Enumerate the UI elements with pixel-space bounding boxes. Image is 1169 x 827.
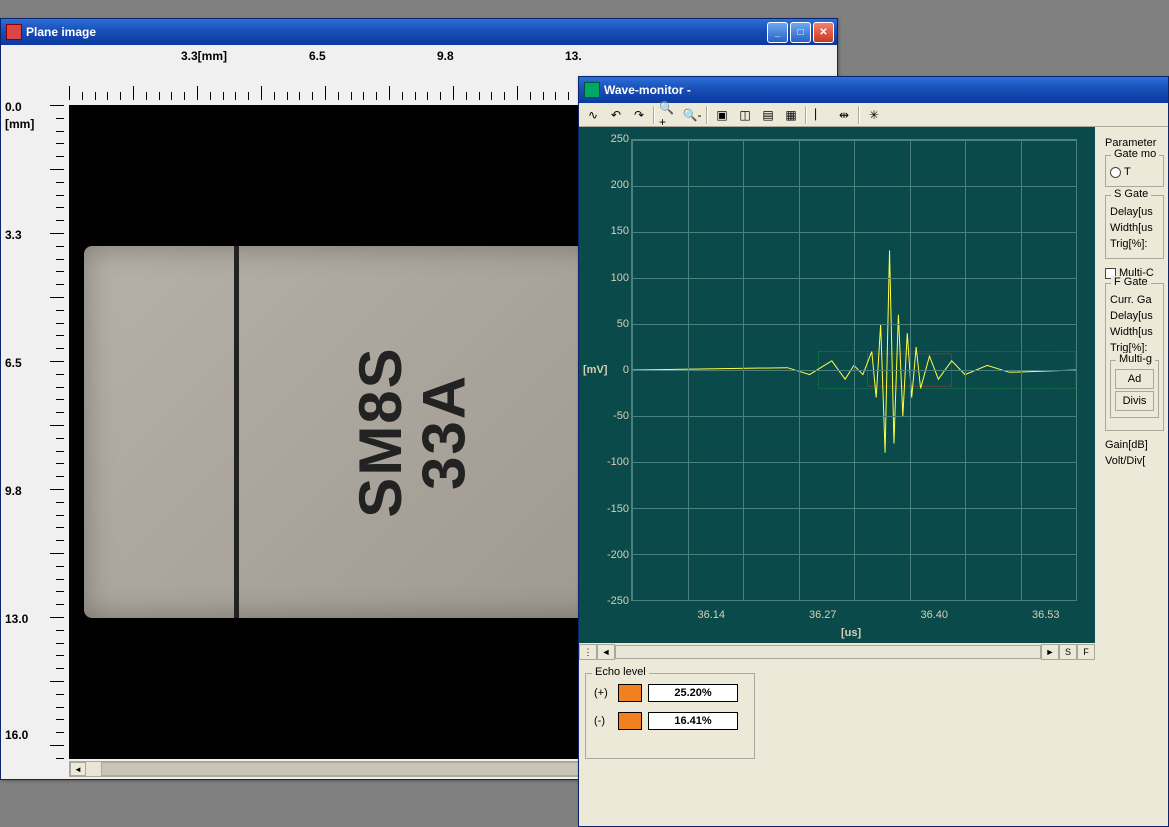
wave-titlebar[interactable]: Wave-monitor - <box>579 77 1168 103</box>
y-tick: -250 <box>589 595 629 607</box>
scroll-thumb[interactable] <box>101 762 611 776</box>
wave-plot-area: [mV] [us] 250200150100500-50-100-150-200… <box>579 127 1095 643</box>
wave-s-button[interactable]: S <box>1059 644 1077 660</box>
gain-label: Gain[dB] <box>1105 439 1164 451</box>
wave-scroll-menu-button[interactable]: ⋮ <box>579 644 597 660</box>
x-axis-unit: [us] <box>841 627 861 639</box>
y-tick: 150 <box>589 225 629 237</box>
wave-scroll-left-button[interactable]: ◄ <box>597 644 615 660</box>
wave-title: Wave-monitor - <box>604 83 1165 97</box>
y-tick: -50 <box>589 410 629 422</box>
f-gate-fieldset: F Gate Curr. Ga Delay[us Width[us Trig[%… <box>1105 283 1164 431</box>
y-tick-label: 9.8 <box>5 484 22 498</box>
gate-mode-fieldset: Gate mo T <box>1105 155 1164 187</box>
x-tick-label: 6.5 <box>309 49 326 63</box>
y-tick-label: 0.0 <box>5 100 22 114</box>
parameter-panel: Parameter Gate mo T S Gate Delay[us Widt… <box>1101 127 1168 826</box>
y-tick-label: 16.0 <box>5 728 28 742</box>
y-tick-label: 3.3 <box>5 228 22 242</box>
echo-swatch <box>618 712 642 730</box>
voltdiv-label: Volt/Div[ <box>1105 455 1164 467</box>
y-tick: 250 <box>589 133 629 145</box>
plane-titlebar[interactable]: Plane image _ □ ✕ <box>1 19 837 45</box>
x-tick: 36.14 <box>686 609 736 621</box>
wave-icon[interactable]: ∿ <box>582 105 604 125</box>
plane-title: Plane image <box>26 25 767 39</box>
multi-g-fieldset: Multi-g Ad Divis <box>1110 360 1159 418</box>
plane-app-icon <box>6 24 22 40</box>
echo-value: 25.20% <box>648 684 738 702</box>
divis-button[interactable]: Divis <box>1115 391 1154 411</box>
wave-h-scrollbar[interactable]: ⋮ ◄ ► S F <box>579 643 1095 661</box>
s-gate-fieldset: S Gate Delay[us Width[us Trig[%]: <box>1105 195 1164 259</box>
echo-symbol: (-) <box>594 715 612 727</box>
layout2-icon[interactable]: ◫ <box>734 105 756 125</box>
y-tick: 0 <box>589 364 629 376</box>
wave-content: ∿↶↷🔍+🔍-▣◫▤▦⎸⇹✳ [mV] [us] 250200150100500… <box>579 103 1168 826</box>
minimize-button[interactable]: _ <box>767 22 788 43</box>
y-tick: 100 <box>589 272 629 284</box>
close-button[interactable]: ✕ <box>813 22 834 43</box>
x-tick: 36.27 <box>798 609 848 621</box>
y-tick: 200 <box>589 179 629 191</box>
settings-icon[interactable]: ✳ <box>863 105 885 125</box>
layout3-icon[interactable]: ▤ <box>757 105 779 125</box>
wave-monitor-window: Wave-monitor - ∿↶↷🔍+🔍-▣◫▤▦⎸⇹✳ [mV] [us] … <box>578 76 1169 827</box>
ruler-vertical: 0.0[mm]3.36.59.813.016.0 <box>1 105 69 759</box>
x-tick-label: 3.3[mm] <box>181 49 227 63</box>
gate-mode-radio-t[interactable] <box>1110 167 1121 178</box>
layout4-icon[interactable]: ▦ <box>780 105 802 125</box>
echo-level-panel: Echo level (+) 25.20%(-) 16.41% <box>585 673 755 759</box>
x-tick: 36.40 <box>909 609 959 621</box>
cursor2-icon[interactable]: ⇹ <box>833 105 855 125</box>
wave-scroll-track[interactable] <box>615 645 1041 659</box>
echo-row: (-) 16.41% <box>594 712 746 730</box>
wave-scroll-right-button[interactable]: ► <box>1041 644 1059 660</box>
wave-app-icon <box>584 82 600 98</box>
x-tick: 36.53 <box>1021 609 1071 621</box>
echo-value: 16.41% <box>648 712 738 730</box>
echo-swatch <box>618 684 642 702</box>
component-marking-1: SM8S <box>346 346 415 517</box>
maximize-button[interactable]: □ <box>790 22 811 43</box>
y-tick: -200 <box>589 549 629 561</box>
zoom-in-icon[interactable]: 🔍+ <box>658 105 680 125</box>
component-marking-2: 33A <box>410 374 479 490</box>
x-tick-label: 13. <box>565 49 582 63</box>
y-tick: -100 <box>589 456 629 468</box>
y-tick-label: 6.5 <box>5 356 22 370</box>
add-button[interactable]: Ad <box>1115 369 1154 389</box>
echo-row: (+) 25.20% <box>594 684 746 702</box>
zoom-out-icon[interactable]: 🔍- <box>681 105 703 125</box>
wave-f-button[interactable]: F <box>1077 644 1095 660</box>
wave-plot[interactable] <box>631 139 1077 601</box>
echo-legend: Echo level <box>592 666 649 678</box>
x-tick-label: 9.8 <box>437 49 454 63</box>
y-tick: -150 <box>589 503 629 515</box>
y-tick: 50 <box>589 318 629 330</box>
wave-toolbar: ∿↶↷ 🔍+🔍- ▣◫▤▦ ⎸⇹ ✳ <box>579 103 1168 127</box>
echo-symbol: (+) <box>594 687 612 699</box>
y-tick-label: 13.0 <box>5 612 28 626</box>
layout1-icon[interactable]: ▣ <box>711 105 733 125</box>
undo-icon[interactable]: ↶ <box>605 105 627 125</box>
scroll-left-button[interactable]: ◄ <box>70 762 86 776</box>
cursor1-icon[interactable]: ⎸ <box>810 105 832 125</box>
redo-icon[interactable]: ↷ <box>628 105 650 125</box>
